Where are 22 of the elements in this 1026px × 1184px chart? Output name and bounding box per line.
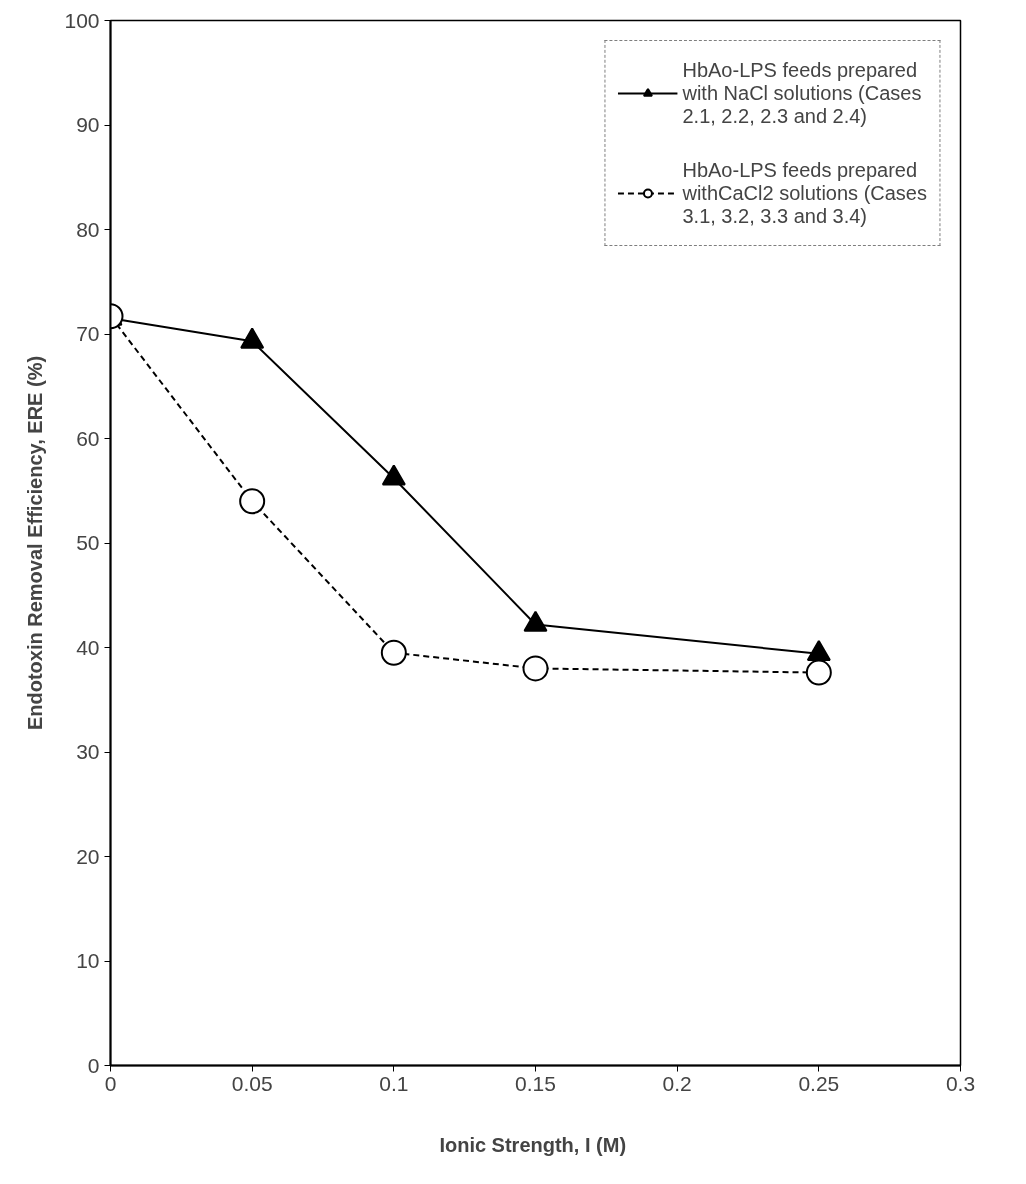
x-tick-label: 0.3 xyxy=(945,1071,976,1095)
y-tick-label: 40 xyxy=(76,635,100,659)
x-tick-label: 0.05 xyxy=(231,1071,273,1095)
y-tick-label: 20 xyxy=(76,844,100,868)
x-tick-label: 0.2 xyxy=(662,1071,692,1095)
x-tick-label: 0.15 xyxy=(515,1071,556,1095)
y-tick-label: 0 xyxy=(87,1053,100,1077)
y-tick-label: 90 xyxy=(76,113,100,136)
y-axis-title: Endotoxin Removal Efficiency, ERE (%) xyxy=(24,355,47,731)
x-axis-title: Ionic Strength, I (M) xyxy=(439,1133,627,1156)
x-tick-label: 0 xyxy=(104,1071,117,1095)
y-tick-label: 30 xyxy=(76,740,100,763)
y-tick-label: 100 xyxy=(64,8,100,32)
x-tick-label: 0.25 xyxy=(798,1071,840,1095)
y-tick-label: 50 xyxy=(76,531,100,554)
y-tick-label: 70 xyxy=(76,322,100,345)
legend-label: HbAo-LPS feeds prepared withCaCl2 solutions (Cases 3.1, 3.2, 3.3 and 3.4) xyxy=(682,157,927,229)
legend-label: HbAo-LPS feeds prepared with NaCl solutions (Cases 2.1, 2.2, 2.3 and 2.4) xyxy=(682,57,922,129)
y-tick-label: 80 xyxy=(76,217,100,241)
y-tick-label: 60 xyxy=(76,426,100,450)
x-tick-label: 0.1 xyxy=(379,1071,409,1095)
y-tick-label: 10 xyxy=(76,949,100,972)
